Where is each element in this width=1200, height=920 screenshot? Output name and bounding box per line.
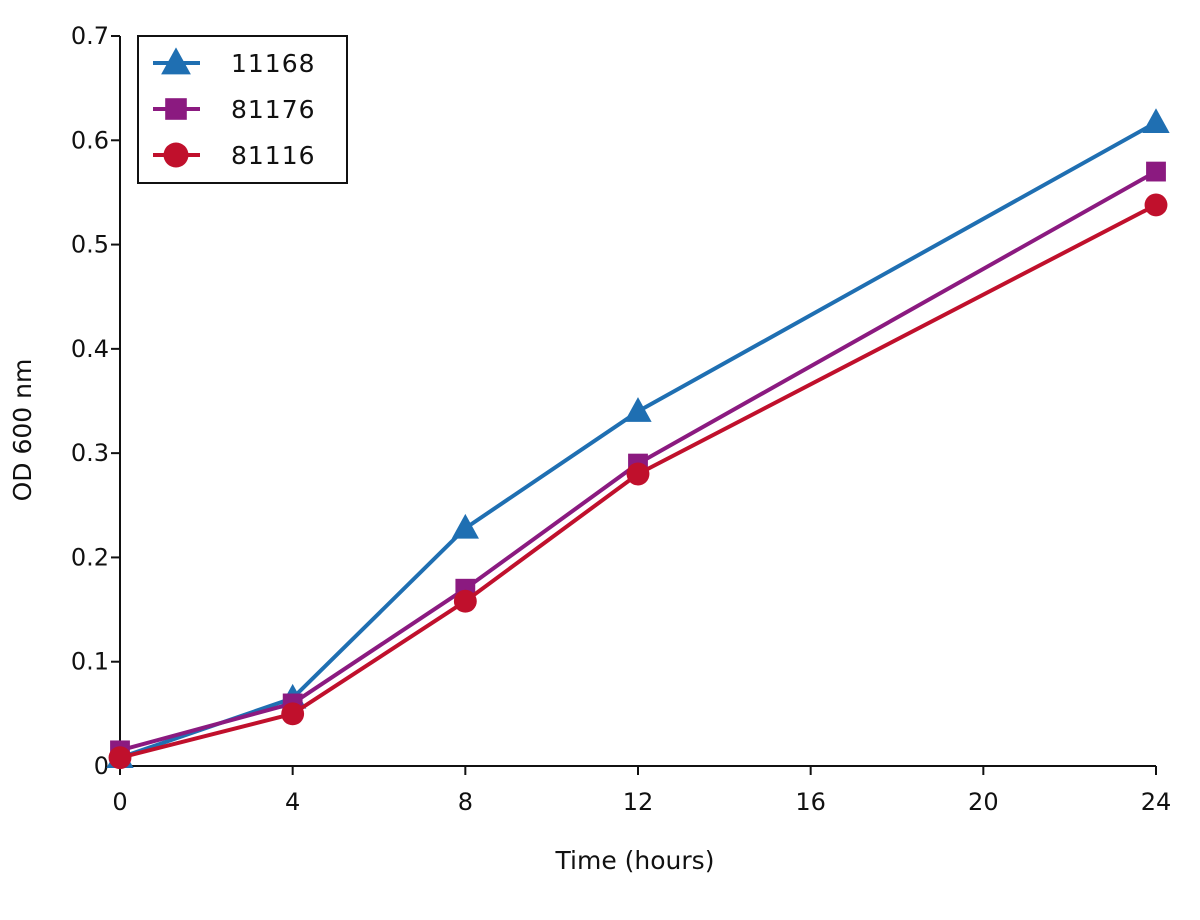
x-tick-label: 24 bbox=[1141, 788, 1172, 816]
data-point-81176 bbox=[1146, 161, 1166, 182]
y-tick-label: 0.4 bbox=[71, 335, 109, 363]
legend-circle-icon bbox=[163, 142, 189, 168]
y-tick-label: 0.5 bbox=[71, 231, 109, 259]
legend-label: 81116 bbox=[231, 141, 316, 170]
legend-label: 11168 bbox=[231, 49, 316, 78]
data-point-81116 bbox=[1144, 193, 1168, 217]
series-11168 bbox=[106, 108, 1170, 769]
legend-square-icon bbox=[165, 98, 187, 120]
data-point-81116 bbox=[453, 589, 477, 613]
series-line-11168 bbox=[119, 120, 1157, 760]
x-tick-label: 20 bbox=[968, 788, 999, 816]
y-tick-label: 0 bbox=[94, 752, 109, 780]
data-point-11168 bbox=[451, 513, 479, 539]
x-tick-label: 16 bbox=[795, 788, 826, 816]
series-81176 bbox=[110, 161, 1166, 761]
legend-item-81176: 81176 bbox=[153, 95, 316, 124]
y-tick-label: 0.3 bbox=[71, 439, 109, 467]
x-tick-label: 0 bbox=[112, 788, 127, 816]
axes: 0 0.1 0.2 0.3 0.4 0.5 0.6 0.7 0 4 8 12 16 20 24 bbox=[71, 22, 1171, 816]
y-tick-label: 0.2 bbox=[71, 543, 109, 571]
legend-label: 81176 bbox=[231, 95, 316, 124]
legend-item-11168: 11168 bbox=[153, 47, 316, 78]
x-tick-label: 8 bbox=[458, 788, 473, 816]
series-81116 bbox=[108, 193, 1168, 770]
y-axis-title: OD 600 nm bbox=[8, 359, 37, 502]
y-tick-label: 0.1 bbox=[71, 648, 109, 676]
y-tick-label: 0.6 bbox=[71, 126, 109, 154]
data-point-11168 bbox=[1142, 108, 1170, 133]
legend-triangle-icon bbox=[161, 47, 191, 75]
series-layer bbox=[106, 108, 1170, 770]
x-tick-label: 12 bbox=[623, 788, 654, 816]
legend: 11168 81176 81116 bbox=[137, 35, 348, 184]
data-point-81116 bbox=[108, 746, 132, 770]
legend-item-81116: 81116 bbox=[153, 141, 316, 170]
x-axis-title: Time (hours) bbox=[555, 846, 715, 875]
y-tick-label: 0.7 bbox=[71, 22, 109, 50]
x-tick-label: 4 bbox=[285, 788, 300, 816]
data-point-81116 bbox=[626, 462, 650, 486]
data-point-81116 bbox=[281, 702, 305, 726]
data-point-11168 bbox=[624, 397, 652, 422]
